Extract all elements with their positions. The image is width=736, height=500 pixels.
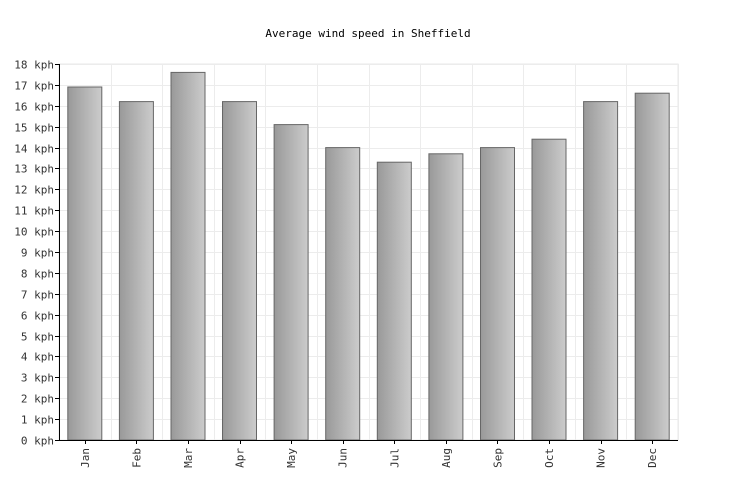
y-tick-label: 3 kph xyxy=(21,372,54,385)
x-tick-label-oct: Oct xyxy=(543,448,556,468)
y-tick-label: 16 kph xyxy=(14,101,54,114)
y-tick-label: 10 kph xyxy=(14,226,54,239)
y-tick-label: 9 kph xyxy=(21,247,54,260)
x-tick-label-aug: Aug xyxy=(440,448,453,468)
y-tick-label: 12 kph xyxy=(14,184,54,197)
x-tick-label-jan: Jan xyxy=(79,448,92,468)
x-tick-label-mar: Mar xyxy=(182,448,195,468)
y-tick-label: 1 kph xyxy=(21,414,54,427)
y-tick-label: 11 kph xyxy=(14,205,54,218)
bar-sep xyxy=(480,147,515,441)
y-tick-label: 18 kph xyxy=(14,59,54,72)
x-tick-label-apr: Apr xyxy=(234,448,247,468)
y-tick-labels: 0 kph 1 kph 2 kph 3 kph 4 kph 5 kph 6 kph 7 kph… xyxy=(14,59,54,448)
bar-dec xyxy=(634,92,670,441)
y-tick-label: 0 kph xyxy=(21,435,54,448)
bar-nov xyxy=(583,101,619,441)
y-tick-label: 4 kph xyxy=(21,351,54,364)
x-tick-labels: Jan Feb Mar Apr May Jun Jul Aug Sep Oct Nov Dec xyxy=(79,448,659,468)
y-tick-label: 7 kph xyxy=(21,289,54,302)
bar-jun xyxy=(325,147,361,441)
y-tick-label: 14 kph xyxy=(14,143,54,156)
x-tick-label-feb: Feb xyxy=(130,448,143,468)
bar-may xyxy=(273,124,309,441)
y-tick-label: 2 kph xyxy=(21,393,54,406)
x-tick-label-may: May xyxy=(285,448,298,468)
y-tick-label: 8 kph xyxy=(21,268,54,281)
grid-lines xyxy=(58,63,679,441)
y-tick-label: 13 kph xyxy=(14,163,54,176)
chart-title: Average wind speed in Sheffield xyxy=(265,27,470,40)
bar-jan xyxy=(67,86,103,441)
y-tick-label: 6 kph xyxy=(21,310,54,323)
bar-oct xyxy=(531,138,567,441)
y-tick-label: 5 kph xyxy=(21,331,54,344)
bar-apr xyxy=(222,101,257,441)
bar-jul xyxy=(376,161,412,441)
x-tick-label-dec: Dec xyxy=(646,448,659,468)
x-tick-label-nov: Nov xyxy=(595,448,608,468)
axes xyxy=(55,64,678,444)
y-tick-label: 17 kph xyxy=(14,80,54,93)
y-tick-label: 15 kph xyxy=(14,122,54,135)
bar-feb xyxy=(118,101,154,441)
x-tick-label-jul: Jul xyxy=(388,448,401,468)
x-tick-label-sep: Sep xyxy=(491,448,504,468)
bar-aug xyxy=(428,153,464,441)
bars xyxy=(67,71,670,441)
x-tick-label-jun: Jun xyxy=(337,448,350,468)
bar-mar xyxy=(170,71,206,441)
